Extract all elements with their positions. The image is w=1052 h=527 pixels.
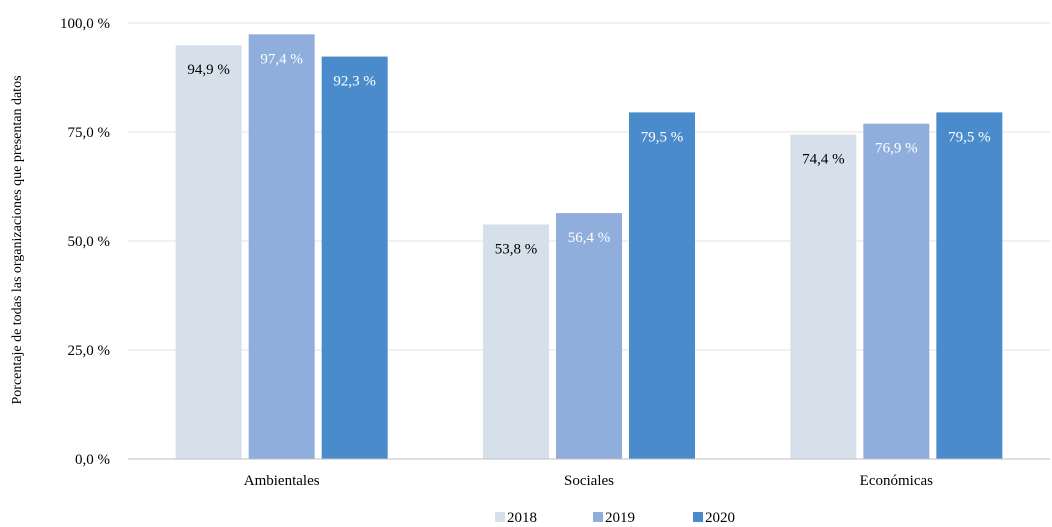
y-tick-label: 75,0 % [68,125,111,141]
y-tick-label: 0,0 % [75,452,110,468]
data-label: 56,4 % [568,230,611,246]
legend-swatch [495,512,505,522]
y-axis-tick-labels: 0,0 % 25,0 % 50,0 % 75,0 % 100,0 % [60,16,110,468]
data-label: 76,9 % [875,141,918,157]
data-label: 97,4 % [260,51,303,67]
data-labels: 94,9 % 97,4 % 92,3 % 53,8 % 56,4 % 79,5 % 74,4… [187,51,990,257]
bar-2019-ambientales [248,34,315,459]
bar-2018-sociales [483,224,549,459]
data-label: 94,9 % [187,62,230,78]
x-tick-label: Económicas [860,473,933,489]
bar-2019-económicas [863,123,930,459]
y-axis-label: Porcentaje de todas las organizaciones q… [10,75,25,404]
data-label: 92,3 % [333,74,376,90]
y-tick-label: 25,0 % [68,343,111,359]
x-axis-tick-labels: Ambientales Sociales Económicas [244,473,933,489]
data-label: 79,5 % [641,129,684,145]
bar-2020-económicas [936,112,1003,459]
legend: 2018 2019 2020 [495,510,735,526]
y-tick-label: 100,0 % [60,16,110,32]
bar-2020-sociales [629,112,695,459]
y-tick-label: 50,0 % [68,234,111,250]
legend-swatch [593,512,603,522]
bar-2018-ambientales [175,45,242,460]
legend-swatch [693,512,703,522]
bar-2018-económicas [790,134,857,459]
legend-label: 2020 [705,510,735,526]
x-tick-label: Ambientales [244,473,320,489]
data-label: 53,8 % [495,241,538,257]
legend-label: 2018 [507,510,537,526]
data-label: 79,5 % [948,129,991,145]
bar-2020-ambientales [321,56,388,460]
x-tick-label: Sociales [564,473,614,489]
bar-2019-sociales [556,213,622,459]
bars [175,34,1003,460]
legend-label: 2019 [605,510,635,526]
data-label: 74,4 % [802,152,845,168]
